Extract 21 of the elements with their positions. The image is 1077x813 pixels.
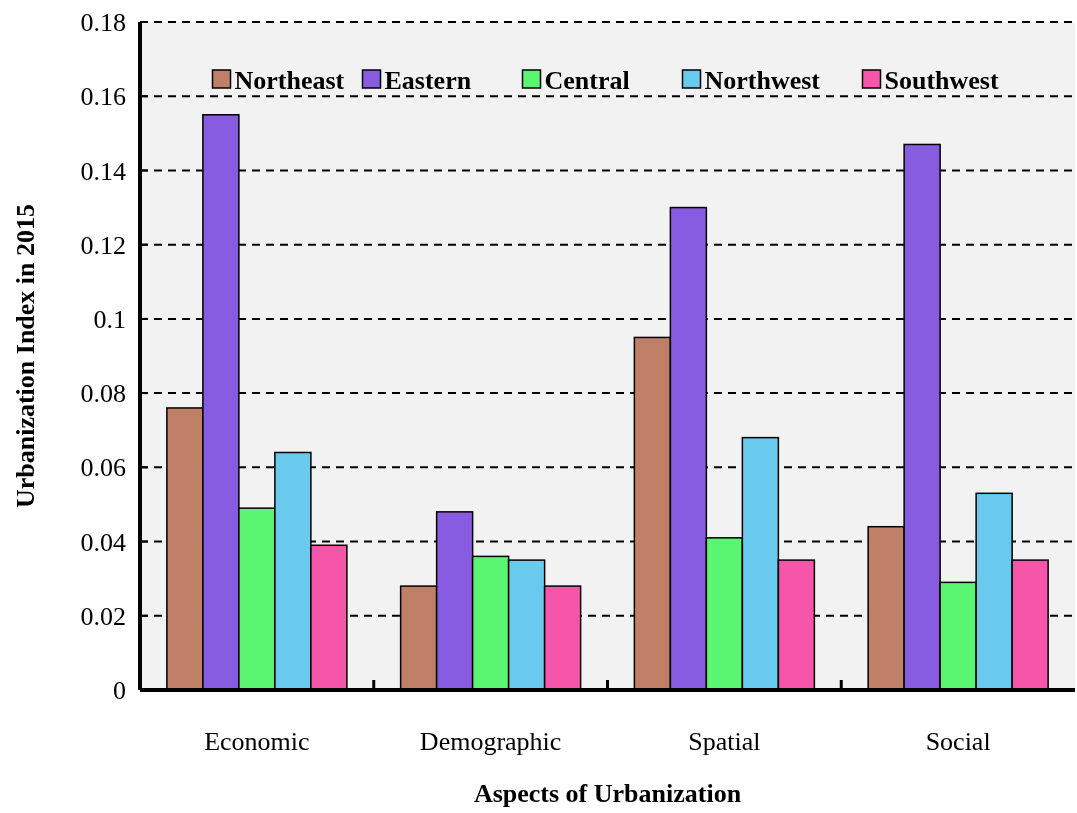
legend-label: Southwest — [884, 66, 999, 96]
legend-label: Eastern — [384, 66, 472, 96]
x-tick-label: Economic — [204, 727, 310, 756]
legend-label: Northeast — [234, 66, 345, 96]
y-tick-label: 0 — [113, 676, 126, 706]
legend-label: Northwest — [704, 66, 821, 96]
x-tick-label: Spatial — [688, 727, 761, 756]
x-tick-label: Social — [925, 727, 991, 756]
legend-label: Central — [544, 66, 630, 96]
y-tick-label: 0.12 — [80, 230, 126, 260]
y-tick-label: 0.16 — [80, 82, 126, 112]
y-tick-label: 0.06 — [80, 453, 126, 483]
y-tick-label: 0.04 — [80, 527, 126, 557]
y-axis-title: Urbanization Index in 2015 — [11, 203, 40, 509]
y-tick-label: 0.18 — [80, 8, 126, 38]
x-axis-title: Aspects of Urbanization — [473, 779, 742, 808]
x-tick-label: Demographic — [419, 727, 562, 756]
y-tick-label: 0.02 — [80, 601, 126, 631]
y-tick-label: 0.14 — [80, 156, 126, 186]
y-tick-label: 0.1 — [93, 304, 126, 334]
y-tick-label: 0.08 — [80, 379, 126, 409]
